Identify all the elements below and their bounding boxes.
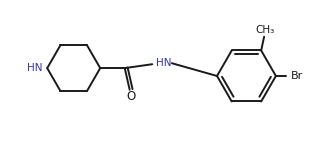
Text: O: O [126, 90, 135, 103]
Text: HN: HN [27, 63, 42, 73]
Text: CH₃: CH₃ [256, 25, 275, 35]
Text: HN: HN [156, 58, 172, 68]
Text: Br: Br [291, 71, 304, 81]
